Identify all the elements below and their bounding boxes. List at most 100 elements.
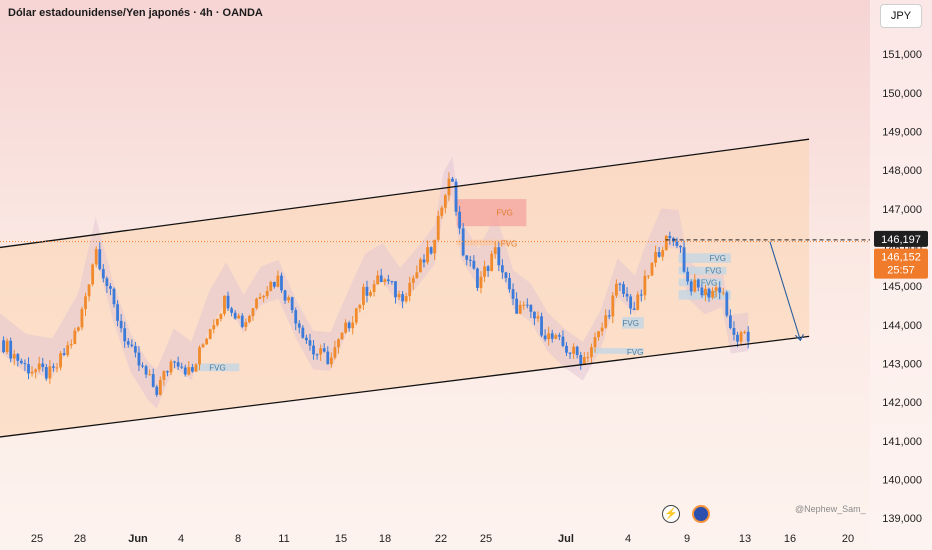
fvg-zone	[678, 266, 727, 275]
candle-body	[675, 241, 679, 246]
candle-body	[611, 295, 615, 317]
price-tag-last: 146,152	[881, 252, 921, 264]
candle-body	[607, 315, 611, 317]
lightning-icon[interactable]: ⚡	[662, 505, 680, 523]
candle-body	[205, 338, 209, 345]
candle-body	[696, 279, 700, 288]
candle-body	[664, 235, 668, 251]
fvg-zone	[678, 278, 723, 287]
fvg-label: FVG	[496, 209, 512, 218]
candle-body	[48, 366, 52, 379]
candle-body	[408, 282, 412, 297]
candle-body	[226, 295, 230, 309]
candle-body	[5, 340, 9, 353]
candle-body	[618, 283, 622, 285]
x-tick-label: Jul	[558, 533, 574, 545]
candle-body	[436, 215, 440, 240]
candle-body	[486, 266, 490, 271]
candle-body	[326, 351, 330, 365]
candle-body	[297, 323, 301, 328]
candle-body	[689, 281, 693, 292]
candle-body	[529, 304, 533, 312]
us-flag-icon[interactable]	[692, 505, 710, 523]
candle-body	[208, 329, 212, 339]
candle-body	[69, 344, 73, 346]
candle-body	[148, 374, 152, 376]
candle-body	[37, 363, 41, 370]
candle-body	[739, 332, 743, 342]
fvg-zone	[456, 199, 527, 227]
candle-body	[504, 272, 508, 279]
y-tick-label: 151,000	[882, 49, 922, 61]
candle-body	[686, 271, 690, 282]
candle-body	[629, 296, 633, 309]
candle-body	[269, 281, 273, 291]
candle-body	[411, 278, 415, 283]
candle-body	[540, 316, 543, 336]
candle-body	[550, 333, 554, 339]
candle-body	[728, 315, 732, 329]
candle-body	[276, 275, 280, 287]
candle-body	[372, 284, 376, 293]
candle-body	[280, 275, 283, 291]
x-tick-label: Jun	[128, 533, 148, 545]
candle-body	[668, 235, 672, 239]
candle-body	[597, 331, 600, 338]
currency-button[interactable]: JPY	[880, 4, 922, 28]
candle-body	[308, 340, 312, 346]
candle-body	[518, 304, 522, 314]
candle-body	[362, 286, 365, 305]
candle-body	[105, 278, 109, 287]
candle-body	[166, 371, 169, 373]
x-tick-label: 16	[784, 533, 796, 545]
candle-body	[2, 340, 5, 353]
candle-body	[458, 211, 462, 229]
y-tick-label: 149,000	[882, 126, 922, 138]
fvg-zone	[591, 348, 644, 354]
candle-body	[490, 253, 494, 271]
candle-body	[187, 367, 191, 375]
candle-body	[561, 336, 565, 346]
candle-body	[262, 295, 266, 298]
candle-body	[169, 361, 173, 373]
fvg-label: FVG	[705, 267, 721, 276]
candle-body	[622, 284, 625, 294]
y-tick-label: 140,000	[882, 474, 922, 486]
candle-body	[194, 364, 198, 372]
candle-body	[44, 367, 48, 379]
candle-body	[525, 304, 529, 306]
time-axis[interactable]: 25 28 Jun 4 8 11 15 18 22 25 Jul 4 9 13 16 20	[31, 533, 854, 545]
candle-body	[650, 262, 654, 276]
candle-body	[340, 332, 344, 340]
candle-body	[59, 353, 62, 368]
candle-body	[230, 308, 233, 313]
candle-body	[682, 247, 686, 272]
y-tick-label: 141,000	[882, 436, 922, 448]
candle-body	[112, 288, 116, 305]
candle-body	[337, 339, 340, 348]
fvg-zone	[195, 363, 240, 372]
candle-body	[493, 247, 497, 254]
candle-body	[358, 304, 362, 309]
y-tick-label: 145,000	[882, 281, 922, 293]
candle-body	[547, 333, 551, 340]
y-tick-label: 139,000	[882, 513, 922, 525]
candle-body	[419, 259, 422, 273]
candle-body	[590, 347, 593, 358]
candle-body	[91, 264, 95, 285]
candle-body	[354, 308, 358, 323]
candle-body	[483, 266, 486, 277]
candle-body	[721, 292, 725, 294]
candle-body	[141, 365, 144, 367]
y-tick-label: 147,000	[882, 204, 922, 216]
candle-body	[30, 371, 34, 374]
candle-body	[16, 354, 20, 361]
fvg-zone	[456, 239, 509, 246]
candle-body	[554, 335, 558, 339]
candle-body	[183, 367, 187, 375]
candle-body	[369, 292, 372, 296]
candle-body	[711, 290, 714, 298]
candle-body	[707, 288, 711, 298]
